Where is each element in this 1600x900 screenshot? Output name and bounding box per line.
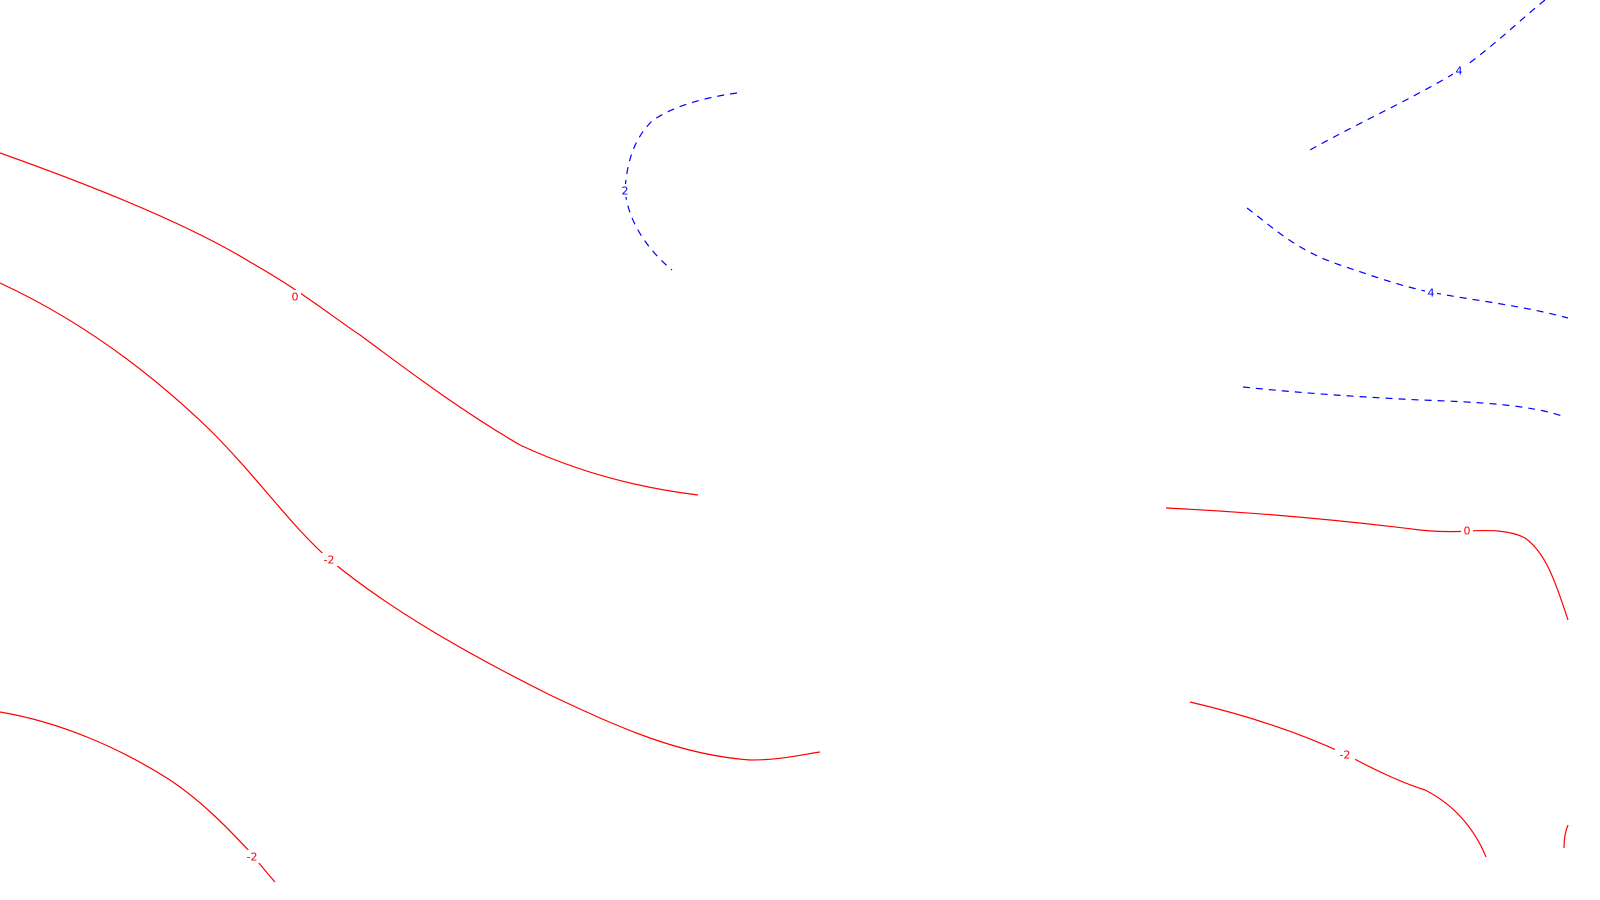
svg-text:0: 0 [1464,525,1471,538]
contour-label-zero-left: 0 [289,290,301,304]
svg-text:0: 0 [292,291,299,304]
svg-text:-2: -2 [247,851,258,864]
contour-label-pos4-corner: 4 [1453,64,1465,78]
contour-label-zero-right: 0 [1461,524,1473,538]
svg-text:-2: -2 [324,554,335,567]
contour-line-zero-left [0,152,699,496]
contour-label-pos2-top: 2 [619,184,631,198]
contour-line-neg-right-edge [1563,824,1569,849]
contour-label-neg2-mid: -2 [319,553,339,567]
contour-label-pos4-right: 4 [1425,286,1437,300]
contour-line-neg2-right [1189,701,1487,858]
svg-text:4: 4 [1428,287,1435,300]
contour-line-pos4-right [1246,207,1569,319]
svg-text:4: 4 [1456,65,1463,78]
contour-label-neg2-right: -2 [1335,748,1355,762]
contour-label-neg2-low: -2 [242,850,262,864]
contour-line-neg2-mid [0,282,821,761]
svg-text:2: 2 [622,185,629,198]
contour-line-zero-right [1165,507,1569,621]
svg-text:-2: -2 [1340,749,1351,762]
